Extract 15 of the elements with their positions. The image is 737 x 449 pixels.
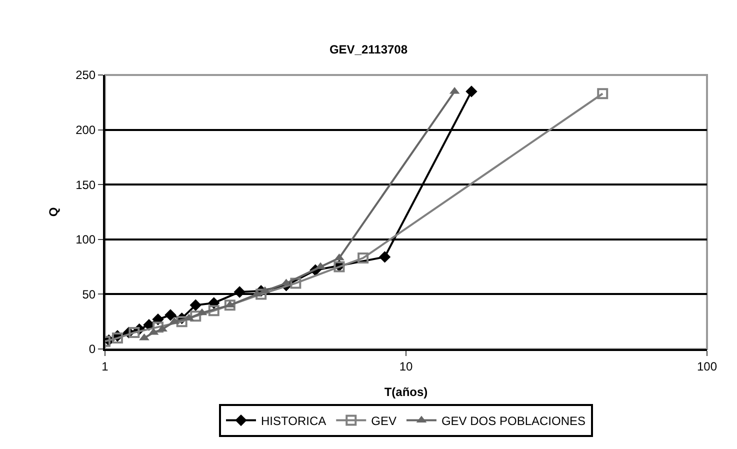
y-tick-label: 50 — [82, 287, 96, 302]
y-tick-label: 0 — [88, 342, 96, 356]
y-axis-title: Q — [46, 207, 60, 217]
legend-label: GEV — [371, 414, 396, 428]
y-tick-label: 150 — [76, 178, 96, 192]
x-tick-label: 100 — [696, 359, 718, 374]
chart-title: GEV_2113708 — [329, 42, 408, 56]
legend-label: GEV DOS POBLACIONES — [441, 414, 586, 428]
y-tick-label: 200 — [76, 123, 96, 137]
x-tick-label: 10 — [399, 359, 413, 374]
y-tick-label: 250 — [76, 68, 96, 82]
legend-label: HISTORICA — [261, 414, 326, 428]
x-axis-title: T(años) — [384, 384, 428, 399]
x-tick-label: 1 — [102, 359, 109, 374]
y-tick-label: 100 — [76, 232, 96, 247]
